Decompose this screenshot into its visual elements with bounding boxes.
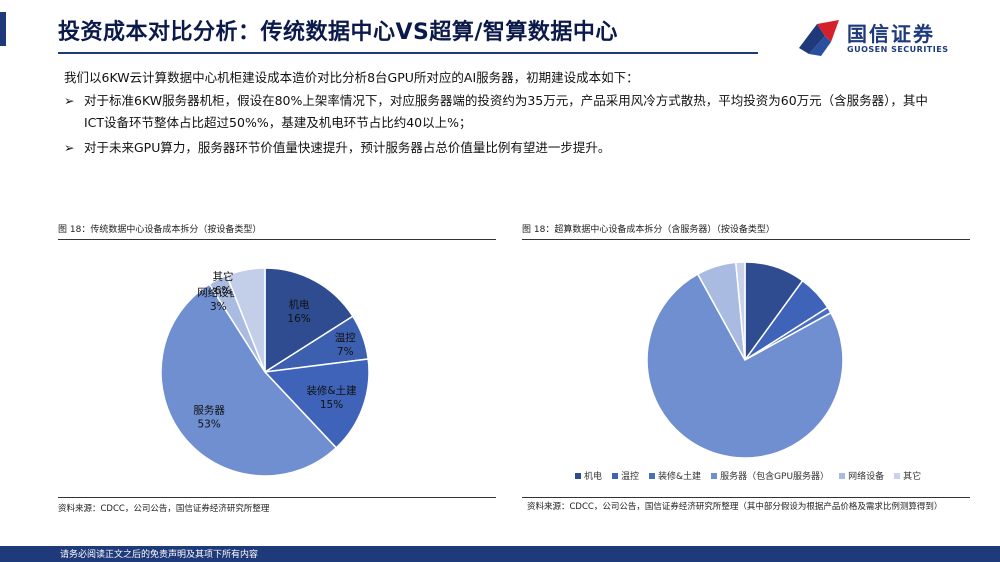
legend-label: 其它 <box>903 472 922 482</box>
legend-label: 温控 <box>621 472 640 482</box>
logo-en: GUOSEN SECURITIES <box>847 45 949 54</box>
chart-panel-right: 图 18：超算数据中心设备成本拆分（含服务器）（按设备类型） <box>522 222 970 498</box>
chart-panel-left: 图 18：传统数据中心设备成本拆分（按设备类型） <box>58 222 496 498</box>
left-slice-name-2: 装修&土建 <box>306 384 357 397</box>
footer-disclaimer: 请务必阅读正文之后的免责声明及其项下所有内容 <box>60 550 259 560</box>
left-slice-value-5: 6% <box>215 285 232 297</box>
left-slice-value-2: 15% <box>320 399 343 411</box>
right-slice-3 <box>646 273 844 459</box>
title-rule <box>58 52 758 54</box>
pie-chart-left: 机电 16% 温控 7% 装修&土建 15% 服务器 53% 网络设备 3% 其它 6% <box>160 267 370 477</box>
left-slice-name-5: 其它 <box>213 270 234 283</box>
legend-item-1: 温控 <box>612 469 639 482</box>
guosen-logo-icon <box>799 20 839 56</box>
left-slice-value-0: 16% <box>287 313 310 325</box>
legend-swatch-icon <box>649 472 656 479</box>
chart-legend-right: 机电 温控 装修&土建 服务器（包含GPU服务器） 网络设备 其它 <box>575 469 921 482</box>
legend-swatch-icon <box>575 472 581 479</box>
left-slice-2 <box>263 358 370 449</box>
legend-item-3: 服务器（包含GPU服务器） <box>711 469 829 482</box>
legend-swatch-icon <box>711 472 718 479</box>
legend-swatch-icon <box>839 472 846 479</box>
chart-source-left: 资料来源：CDCC，公司公告，国信证券经济研究所整理 <box>58 504 270 514</box>
intro-text: 我们以6KW云计算数据中心机柜建设成本造价对比分析8台GPU所对应的AI服务器，… <box>64 70 639 85</box>
chart-source-right: 资料来源：CDCC，公司公告，国信证券经济研究所整理（其中部分假设为根据产品价格… <box>527 502 943 512</box>
bullet-text: 对于未来GPU算力，服务器环节价值量快速提升，预计服务器占总价值量比例有望进一步… <box>84 140 611 155</box>
legend-item-0: 机电 <box>575 469 602 482</box>
bullet-text: 对于标准6KW服务器机柜，假设在80%上架率情况下，对应服务器端的投资约为35万… <box>84 93 928 130</box>
left-slice-value-1: 7% <box>337 346 354 358</box>
legend-item-5: 其它 <box>894 469 921 482</box>
chart-title-left: 图 18：传统数据中心设备成本拆分（按设备类型） <box>58 222 496 240</box>
left-slice-name-4: 网络设备 <box>197 286 239 299</box>
left-slice-5 <box>225 267 266 373</box>
bullet-arrow-icon: ➢ <box>64 140 75 155</box>
legend-label: 装修&土建 <box>658 472 702 482</box>
legend-label: 服务器（包含GPU服务器） <box>720 472 830 482</box>
logo: 国信证券 GUOSEN SECURITIES <box>795 18 995 58</box>
pie-chart-right <box>646 261 844 459</box>
left-slice-3 <box>160 283 338 477</box>
legend-label: 机电 <box>584 472 603 482</box>
left-slice-name-3: 服务器 <box>193 403 225 416</box>
chart-title-right: 图 18：超算数据中心设备成本拆分（含服务器）（按设备类型） <box>522 222 970 240</box>
footer-bar: 请务必阅读正文之后的免责声明及其项下所有内容 <box>0 546 1000 562</box>
title-accent-bar <box>0 12 6 46</box>
legend-item-4: 网络设备 <box>839 469 884 482</box>
legend-label: 网络设备 <box>848 472 885 482</box>
legend-swatch-icon <box>894 472 901 479</box>
left-slice-value-4: 3% <box>210 301 227 313</box>
bullet-arrow-icon: ➢ <box>64 93 75 108</box>
left-slice-name-0: 机电 <box>289 298 310 311</box>
page-title: 投资成本对比分析：传统数据中心VS超算/智算数据中心 <box>58 20 618 45</box>
left-slice-value-3: 53% <box>197 418 220 430</box>
left-slice-0 <box>264 267 354 374</box>
left-slice-name-1: 温控 <box>335 331 356 344</box>
right-slice-5 <box>734 261 746 361</box>
logo-cn: 国信证券 <box>847 22 935 46</box>
legend-swatch-icon <box>612 472 619 479</box>
legend-item-2: 装修&土建 <box>649 469 701 482</box>
